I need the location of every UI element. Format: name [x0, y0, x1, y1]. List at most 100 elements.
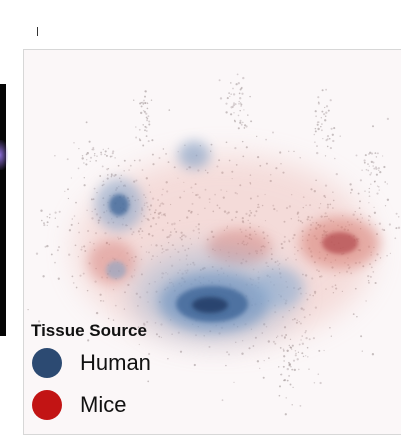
scatter-point-846 [389, 252, 392, 255]
scatter-point-1092 [81, 155, 84, 157]
scatter-point-954 [239, 109, 241, 112]
scatter-point-298 [135, 136, 138, 139]
scatter-point-13 [293, 150, 295, 153]
scatter-point-660 [73, 141, 75, 144]
scatter-point-309 [335, 172, 338, 176]
scatter-point-1022 [314, 141, 316, 143]
scatter-point-1108 [301, 352, 304, 355]
scatter-point-953 [234, 120, 237, 123]
scatter-point-839 [358, 207, 361, 209]
scatter-point-3 [44, 245, 47, 248]
scatter-point-1026 [325, 111, 328, 114]
scatter-point-906 [144, 95, 146, 98]
scatter-point-236 [225, 364, 227, 367]
scatter-point-1049 [367, 169, 370, 172]
scatter-point-820 [374, 259, 377, 262]
scatter-point-1148 [289, 383, 292, 386]
scatter-point-916 [145, 126, 148, 129]
scatter-point-1071 [104, 153, 106, 156]
scatter-point-33 [361, 350, 363, 352]
scatter-point-1044 [386, 183, 388, 185]
scatter-point-1004 [325, 88, 327, 91]
scatter-point-1120 [293, 368, 296, 372]
scatter-point-994 [317, 121, 320, 123]
scatter-point-431 [221, 399, 224, 402]
scatter-point-905 [145, 130, 148, 132]
scatter-point-1079 [109, 155, 112, 158]
scatter-point-949 [249, 95, 251, 98]
density-human-small-left [106, 261, 126, 279]
density-mice-right-peak-inner [322, 232, 358, 254]
scatter-point-883 [367, 279, 370, 282]
scatter-point-1014 [320, 117, 322, 119]
scatter-point-895 [143, 99, 145, 102]
scatter-point-863 [376, 253, 379, 256]
legend-swatch-mice [32, 390, 62, 420]
scatter-point-979 [219, 97, 223, 100]
scatter-point-1005 [326, 138, 329, 141]
scatter-point-248 [227, 353, 231, 356]
embedding-density-plot [27, 73, 401, 416]
scatter-point-990 [317, 127, 320, 131]
scatter-point-142 [371, 125, 375, 128]
scatter-point-1009 [321, 89, 324, 92]
scatter-point-1131 [319, 381, 322, 385]
legend-label-mice: Mice [80, 392, 127, 417]
scatter-point-987 [330, 127, 333, 130]
scatter-point-84 [373, 206, 375, 209]
scatter-point-461 [56, 249, 59, 252]
scatter-point-732 [120, 174, 122, 177]
scatter-point-162 [112, 319, 115, 321]
scatter-point-1095 [96, 155, 98, 157]
scatter-point-276 [225, 141, 228, 144]
scatter-point-1115 [278, 394, 281, 397]
scatter-point-912 [144, 129, 146, 132]
scatter-point-683 [158, 157, 161, 159]
scatter-point-930 [146, 119, 149, 122]
scatter-point-1094 [66, 158, 69, 161]
scatter-point-37 [365, 300, 367, 302]
scatter-point-1090 [111, 155, 113, 157]
scatter-point-714 [75, 201, 77, 204]
scatter-point-1087 [91, 148, 94, 151]
scatter-point-1053 [367, 163, 369, 166]
scatter-point-1015 [321, 123, 323, 125]
scatter-point-1029 [370, 183, 372, 185]
scatter-point-922 [140, 105, 143, 108]
scatter-point-963 [247, 114, 249, 116]
scatter-point-785 [368, 223, 371, 226]
scatter-point-1123 [279, 347, 282, 349]
scatter-point-1039 [373, 180, 376, 183]
scatter-point-946 [237, 82, 240, 85]
scatter-point-1013 [314, 130, 317, 133]
scatter-point-1047 [372, 161, 375, 164]
scatter-point-860 [386, 198, 390, 201]
scatter-point-21 [373, 211, 377, 214]
scatter-point-900 [140, 101, 143, 104]
scatter-point-1046 [369, 151, 372, 154]
scatter-point-1101 [308, 338, 311, 341]
scatter-point-226 [364, 154, 367, 157]
scatter-point-909 [146, 102, 148, 104]
scatter-point-917 [135, 126, 137, 128]
scatter-point-935 [225, 111, 228, 114]
scatter-point-970 [226, 97, 229, 100]
scatter-point-663 [110, 175, 113, 178]
scatter-point-1052 [378, 169, 380, 171]
scatter-point-961 [239, 102, 242, 104]
density-human-left-inner [109, 194, 129, 216]
scatter-point-361 [147, 380, 150, 383]
scatter-point-1086 [100, 151, 102, 154]
scatter-point-1002 [316, 145, 318, 148]
scatter-point-1008 [325, 105, 329, 108]
scatter-point-1161 [283, 379, 285, 382]
scatter-point-1116 [306, 346, 309, 349]
scatter-point-682 [106, 168, 109, 171]
scatter-point-921 [144, 101, 147, 105]
scatter-point-1146 [283, 355, 286, 358]
scatter-point-1042 [359, 179, 362, 182]
scatter-point-925 [148, 123, 151, 126]
scatter-point-983 [323, 113, 326, 116]
scatter-point-1177 [58, 210, 61, 213]
scatter-point-286 [388, 223, 391, 226]
